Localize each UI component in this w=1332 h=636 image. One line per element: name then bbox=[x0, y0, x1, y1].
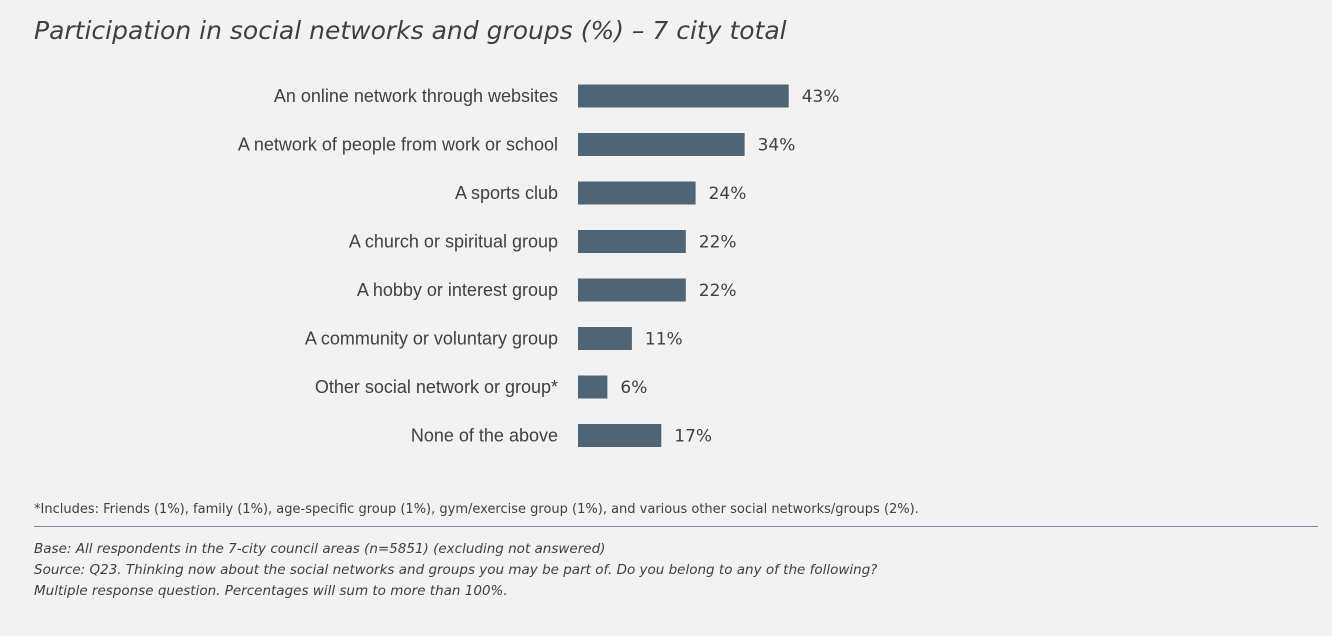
bar bbox=[578, 278, 686, 302]
source-note-line: Source: Q23. Thinking now about the soci… bbox=[34, 562, 878, 578]
response-note-line: Multiple response question. Percentages … bbox=[34, 583, 508, 599]
bar-chart: An online network through websites 43% A n… bbox=[238, 84, 840, 447]
bar bbox=[578, 327, 632, 350]
bar bbox=[578, 181, 696, 205]
value-label: 17% bbox=[674, 427, 712, 447]
bar bbox=[578, 375, 608, 399]
category-label: None of the above bbox=[411, 426, 558, 446]
category-label: A church or spiritual group bbox=[349, 232, 558, 252]
value-label: 43% bbox=[802, 87, 840, 107]
value-label: 6% bbox=[620, 378, 647, 398]
value-label: 24% bbox=[709, 184, 747, 204]
footnote: *Includes: Friends (1%), family (1%), ag… bbox=[34, 502, 919, 517]
base-notes: Base: All respondents in the 7-city coun… bbox=[34, 539, 877, 602]
category-label: A sports club bbox=[455, 183, 558, 203]
value-label: 34% bbox=[758, 136, 796, 156]
category-label: A network of people from work or school bbox=[238, 135, 558, 155]
category-label: A hobby or interest group bbox=[357, 280, 558, 300]
bar bbox=[578, 424, 662, 447]
bar bbox=[578, 84, 789, 108]
bar bbox=[578, 133, 745, 156]
category-label: Other social network or group* bbox=[315, 377, 558, 397]
category-label: A community or voluntary group bbox=[305, 329, 558, 349]
bar bbox=[578, 230, 686, 253]
value-label: 11% bbox=[645, 330, 683, 350]
base-note-line: Base: All respondents in the 7-city coun… bbox=[34, 541, 606, 557]
divider bbox=[34, 526, 1318, 527]
value-label: 22% bbox=[699, 233, 737, 253]
value-label: 22% bbox=[699, 281, 737, 301]
category-label: An online network through websites bbox=[274, 86, 558, 106]
chart-title: Participation in social networks and gro… bbox=[34, 16, 787, 45]
